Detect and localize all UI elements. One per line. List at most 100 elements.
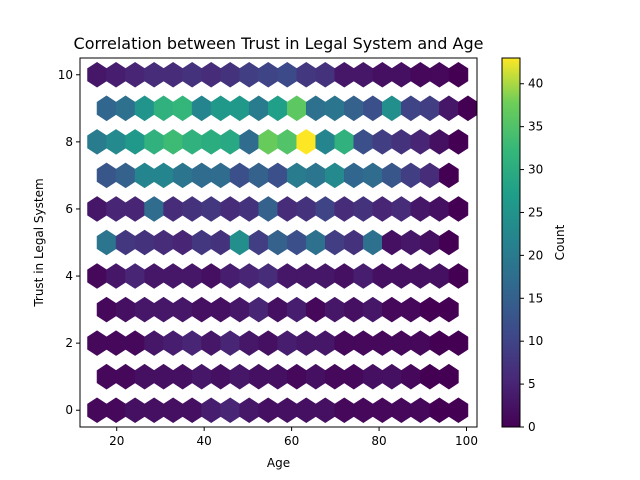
hex-cell: [305, 95, 326, 122]
hex-cell: [324, 162, 345, 189]
hex-cell: [172, 95, 193, 122]
hex-cell: [410, 397, 431, 423]
hex-cell: [286, 296, 307, 323]
hex-cell: [334, 397, 355, 423]
hex-cell: [182, 129, 202, 155]
hex-cell: [420, 229, 440, 256]
hex-cell: [201, 196, 221, 222]
hex-cell: [267, 229, 288, 256]
hex-cell: [334, 263, 355, 289]
hex-cell: [239, 62, 260, 88]
hex-cell: [410, 129, 431, 155]
hex-cell: [296, 129, 317, 155]
hex-cell: [210, 296, 231, 323]
x-tick-label: 100: [455, 434, 478, 448]
hex-cell: [258, 196, 279, 222]
hex-cell: [163, 263, 183, 289]
hex-cell: [239, 196, 260, 222]
y-axis: 0 2 4 6 8 10: [58, 68, 80, 417]
hex-cell: [363, 363, 383, 390]
hex-cell: [153, 363, 174, 390]
hex-cell: [420, 363, 440, 390]
hex-cell: [429, 330, 450, 356]
hex-cell: [372, 263, 393, 289]
hex-cell: [172, 229, 193, 256]
y-tick-label: 10: [58, 68, 73, 82]
hex-cell: [106, 263, 126, 289]
hex-cell: [87, 263, 107, 289]
hex-cell: [125, 397, 145, 423]
hex-cell: [391, 330, 412, 356]
hex-cell: [429, 397, 450, 423]
hex-cell: [258, 62, 279, 88]
hex-cell: [144, 263, 164, 289]
colorbar-tick-label: 40: [528, 77, 543, 91]
hex-cell: [324, 363, 345, 390]
colorbar-tick-label: 20: [528, 248, 543, 262]
hex-cell: [115, 229, 136, 256]
hex-cell: [201, 263, 221, 289]
hex-cell: [115, 363, 136, 390]
hex-cell: [420, 95, 440, 122]
hex-cell: [220, 196, 240, 222]
hex-cell: [315, 397, 336, 423]
hex-cell: [448, 62, 469, 88]
hex-cell: [96, 162, 117, 189]
hex-cell: [106, 129, 126, 155]
hex-cell: [220, 397, 240, 423]
hex-cell: [267, 95, 288, 122]
hex-cell: [182, 196, 202, 222]
hex-cell: [163, 330, 183, 356]
hex-cell: [429, 263, 450, 289]
hex-cell: [267, 162, 288, 189]
hex-cell: [391, 196, 412, 222]
hex-cell: [429, 129, 450, 155]
hex-cell: [305, 229, 326, 256]
hex-cell: [286, 229, 307, 256]
hex-cell: [439, 229, 459, 256]
hex-cell: [115, 296, 136, 323]
hex-cell: [172, 162, 193, 189]
hex-cell: [87, 330, 107, 356]
hex-cell: [401, 363, 421, 390]
hex-cell: [144, 129, 164, 155]
hex-cell: [458, 95, 477, 122]
hex-cell: [258, 397, 279, 423]
hex-cell: [372, 62, 393, 88]
hex-cell: [163, 129, 183, 155]
hex-cell: [391, 397, 412, 423]
hex-cell: [96, 296, 117, 323]
hex-cell: [163, 62, 183, 88]
hex-cell: [296, 397, 317, 423]
hex-cell: [286, 162, 307, 189]
hex-cell: [134, 363, 155, 390]
hex-cell: [420, 162, 440, 189]
hex-cell: [296, 62, 317, 88]
hex-cell: [144, 330, 164, 356]
hex-cell: [277, 62, 298, 88]
hex-cell: [106, 397, 126, 423]
hex-cell: [372, 330, 393, 356]
colorbar-tick-label: 30: [528, 163, 543, 177]
hex-cell: [125, 129, 145, 155]
hex-cell: [134, 296, 155, 323]
hex-cell: [410, 263, 431, 289]
hex-cell: [296, 330, 317, 356]
hex-cell: [229, 229, 250, 256]
hex-cell: [277, 397, 298, 423]
colorbar-tick-label: 25: [528, 205, 543, 219]
hex-cell: [324, 95, 345, 122]
colorbar-label: Count: [553, 224, 567, 260]
hex-cell: [334, 196, 355, 222]
x-tick-label: 40: [197, 434, 212, 448]
hex-cell: [277, 263, 298, 289]
hex-cell: [248, 95, 269, 122]
y-tick-label: 2: [65, 336, 73, 350]
hex-cell: [315, 263, 336, 289]
hex-cell: [353, 397, 374, 423]
hex-cell: [239, 330, 260, 356]
hex-cell: [372, 397, 393, 423]
hex-cell: [382, 162, 402, 189]
x-tick-label: 60: [284, 434, 299, 448]
